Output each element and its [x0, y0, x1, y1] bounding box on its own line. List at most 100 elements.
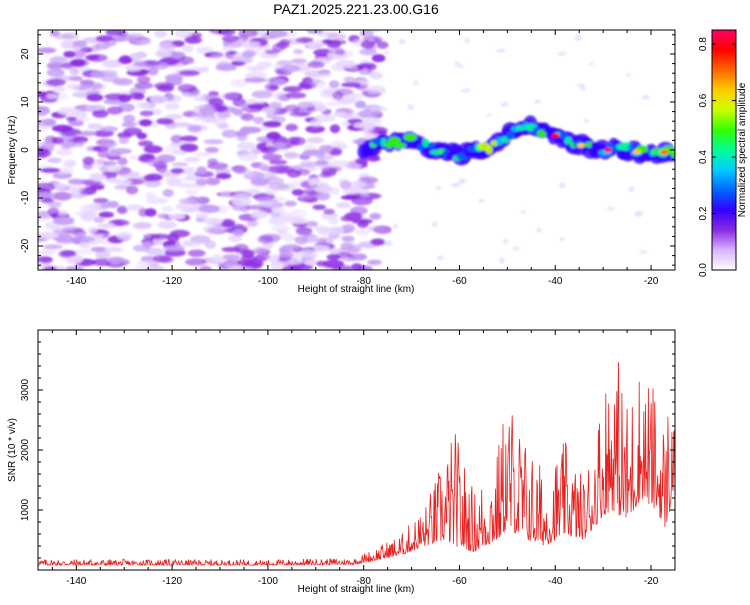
heatmap-cell	[55, 225, 74, 232]
heatmap-cell	[182, 242, 202, 248]
heatmap-cell	[153, 254, 172, 263]
heatmap-cell	[38, 249, 57, 255]
y-tick-label: 2000	[20, 438, 31, 461]
heatmap-cell	[228, 235, 242, 242]
heatmap-cell	[450, 183, 461, 188]
heatmap-cell	[369, 212, 382, 220]
heatmap-cell	[112, 78, 134, 86]
heatmap-cell	[329, 124, 341, 134]
heatmap-cell	[343, 76, 355, 83]
heatmap-cell	[232, 228, 245, 237]
heatmap-cell	[187, 249, 206, 257]
heatmap-cell	[183, 166, 196, 176]
heatmap-cell	[54, 33, 74, 40]
heatmap-cell	[101, 61, 123, 68]
heatmap-cell	[427, 142, 435, 148]
heatmap-cell	[340, 242, 353, 250]
heatmap-cell	[208, 97, 224, 106]
heatmap-y-ticks: -20 -10 0 10 20	[20, 34, 675, 266]
heatmap-cell	[341, 235, 355, 242]
heatmap-cell	[47, 207, 60, 216]
heatmap-cell	[144, 247, 165, 256]
heatmap-cell	[238, 30, 258, 38]
heatmap-cell	[221, 44, 236, 52]
heatmap-cell	[285, 123, 298, 132]
heatmap-cell	[143, 145, 163, 154]
heatmap-cell	[136, 75, 151, 84]
heatmap-cell	[152, 160, 168, 169]
heatmap-cell	[340, 195, 358, 200]
heatmap-cell	[264, 82, 279, 92]
heatmap-cell	[242, 50, 256, 58]
heatmap-cell	[376, 41, 389, 49]
heatmap-cell	[125, 204, 144, 211]
heatmap-cell	[559, 182, 566, 189]
heatmap-cell	[634, 210, 644, 217]
heatmap-cell	[57, 107, 80, 116]
y-tick-label: 20	[20, 48, 31, 60]
heatmap-cell	[43, 118, 57, 127]
heatmap-cell	[261, 106, 276, 114]
heatmap-cell	[334, 111, 348, 118]
heatmap-cell	[131, 53, 146, 60]
heatmap-cell	[285, 92, 307, 99]
heatmap-cell	[168, 51, 185, 59]
heatmap-x-ticks: -140 -120 -100 -80 -60 -40 -20	[51, 30, 676, 287]
heatmap-cell	[165, 144, 179, 153]
heatmap-cell	[82, 156, 95, 166]
x-tick-label: -60	[452, 576, 467, 587]
heatmap-cell	[498, 257, 506, 264]
heatmap-cell	[233, 165, 247, 174]
heatmap-cell	[128, 92, 145, 100]
heatmap-cell	[341, 82, 362, 88]
heatmap-cell	[157, 43, 178, 50]
heatmap-cell	[477, 199, 486, 203]
heatmap-cell	[66, 116, 77, 122]
heatmap-cells	[38, 30, 675, 270]
heatmap-cell	[289, 218, 310, 225]
heatmap-cell	[52, 92, 68, 100]
heatmap-cell	[454, 61, 461, 67]
heatmap-cell	[169, 229, 190, 238]
heatmap-cell	[463, 152, 473, 158]
heatmap-cell	[123, 114, 136, 124]
heatmap-cell	[244, 77, 267, 83]
heatmap-cell	[300, 161, 320, 168]
heatmap-cell	[100, 126, 119, 132]
heatmap-cell	[221, 129, 238, 138]
heatmap-cell	[251, 90, 274, 99]
heatmap-cell	[321, 166, 338, 175]
heatmap-cell	[180, 197, 202, 205]
heatmap-cell	[171, 162, 189, 167]
heatmap-cell	[216, 111, 231, 119]
x-tick-label: -60	[452, 276, 467, 287]
heatmap-cell	[551, 133, 560, 139]
heatmap-cell	[576, 143, 585, 148]
heatmap-cell	[144, 60, 162, 66]
heatmap-cell	[63, 50, 76, 58]
heatmap-cell	[231, 197, 252, 206]
heatmap-cell	[297, 101, 314, 108]
heatmap-cell	[314, 104, 327, 112]
heatmap-cell	[295, 226, 313, 236]
y-tick-label: 10	[20, 96, 31, 108]
heatmap-cell	[238, 152, 259, 161]
heatmap-cell	[383, 51, 390, 55]
heatmap-cell	[359, 48, 377, 56]
snr-y-label: SNR (10 * v/v)	[7, 418, 18, 482]
heatmap-cell	[458, 65, 464, 69]
heatmap-cell	[355, 158, 369, 165]
heatmap-cell	[103, 98, 125, 105]
heatmap-cell	[73, 50, 86, 58]
heatmap-cell	[145, 191, 157, 200]
y-tick-label: 0	[20, 147, 31, 153]
heatmap-cell	[168, 213, 186, 220]
heatmap-cell	[143, 175, 155, 182]
heatmap-cell	[335, 59, 356, 69]
heatmap-cell	[558, 132, 568, 139]
heatmap-cell	[496, 48, 506, 53]
heatmap-cell	[215, 173, 232, 180]
heatmap-cell	[265, 112, 277, 119]
x-tick-label: -80	[356, 576, 371, 587]
